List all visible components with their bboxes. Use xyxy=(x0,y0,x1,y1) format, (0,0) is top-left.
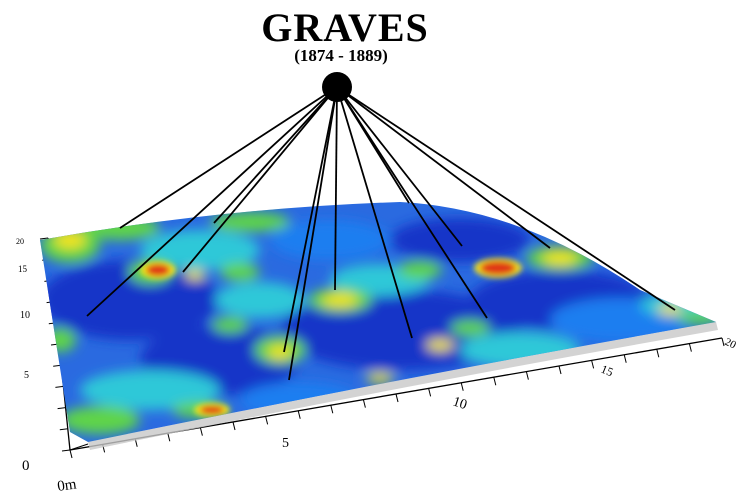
x-axis-tick xyxy=(362,399,366,408)
x-axis-tick xyxy=(69,449,73,459)
y-axis-tick xyxy=(61,449,71,452)
y-axis-tick xyxy=(59,428,68,431)
x-axis-tick xyxy=(330,405,334,414)
surface-anomaly-blob xyxy=(366,373,394,383)
x-axis-tick xyxy=(493,377,497,386)
surface-anomaly-blob xyxy=(212,317,248,333)
x-tick-label-5: 5 xyxy=(282,436,289,451)
x-axis-tick xyxy=(232,421,236,431)
surface-anomaly-blob xyxy=(658,305,682,315)
x-axis-tick xyxy=(721,337,725,347)
grave-pointer-line xyxy=(213,86,338,224)
grave-pointer-line xyxy=(334,86,338,291)
x-axis-tick xyxy=(525,371,529,380)
surface-anomaly-blob xyxy=(450,320,490,336)
anomaly-peak xyxy=(146,264,170,276)
grave-pointer-line xyxy=(119,86,338,229)
surface-anomaly-blob xyxy=(322,293,358,307)
surface-anomaly-blob xyxy=(640,293,716,317)
date-range-subtitle: (1874 - 1889) xyxy=(294,46,388,65)
pointer-hub-dot xyxy=(322,72,352,102)
y-origin-label: 0 xyxy=(22,458,30,474)
surface-anomaly-blob xyxy=(210,212,290,232)
surface-anomaly-blob xyxy=(44,328,76,352)
grave-pointer-line xyxy=(336,86,463,247)
surface-anomaly-blob xyxy=(426,339,454,351)
surface-anomaly-blob xyxy=(220,263,260,281)
x-axis-tick xyxy=(591,360,595,369)
x-axis-ticks xyxy=(69,337,725,459)
x-axis-tick xyxy=(688,343,692,352)
surface-anomaly-blob xyxy=(390,218,530,262)
grave-pointer-line xyxy=(336,86,410,204)
surface-anomaly-blob xyxy=(60,406,140,434)
surface-anomaly-blob xyxy=(54,231,86,249)
diagram-title: GRAVES xyxy=(261,5,429,50)
grave-pointer-line xyxy=(336,86,488,319)
y-axis-tick xyxy=(57,407,66,410)
x-axis-tick xyxy=(460,382,464,391)
grave-pointer-lines xyxy=(86,86,676,381)
surface-anomaly-blob xyxy=(80,370,220,410)
anomaly-peak xyxy=(480,261,516,275)
surface-anomaly-blob xyxy=(542,251,578,265)
y-axis-tick xyxy=(55,385,64,388)
x-axis-tick xyxy=(428,388,432,397)
x-axis-tick xyxy=(623,354,627,363)
x-axis-tick xyxy=(199,427,203,436)
x-axis-tick xyxy=(395,393,399,403)
x-tick-label-20: 20 xyxy=(723,336,739,352)
grave-pointer-line xyxy=(283,86,338,353)
x-axis-tick xyxy=(167,433,171,442)
surface-anomaly-blob xyxy=(215,282,305,318)
y-axis-tick xyxy=(39,237,49,240)
x-origin-label: 0m xyxy=(56,476,78,493)
y-tick-label-20: 20 xyxy=(16,237,24,246)
x-axis-tick xyxy=(297,410,301,419)
surface-anomaly-blob xyxy=(398,261,442,279)
y-tick-label-10: 10 xyxy=(20,310,30,321)
grave-pointer-line xyxy=(336,86,551,249)
x-tick-label-15: 15 xyxy=(599,362,615,379)
surface-anomaly-blob xyxy=(270,220,390,260)
surface-anomaly-blob xyxy=(40,260,220,340)
surface-anomaly-blob xyxy=(268,345,292,359)
x-axis-tick xyxy=(265,416,269,425)
y-tick-label-5: 5 xyxy=(24,370,29,381)
depth-edge-line xyxy=(69,443,89,451)
anomaly-peak xyxy=(200,406,224,414)
x-axis-tick xyxy=(656,349,660,358)
grave-pointer-line xyxy=(288,86,338,381)
x-axis-tick xyxy=(558,365,562,375)
grave-pointer-line xyxy=(182,86,338,273)
y-tick-label-15: 15 xyxy=(18,264,28,274)
surface-side-edge xyxy=(88,322,718,450)
grave-pointer-line xyxy=(336,86,676,311)
grave-pointer-line xyxy=(336,86,413,339)
x-tick-label-10: 10 xyxy=(451,395,469,414)
surface-anomaly-blob xyxy=(185,270,205,280)
grave-pointer-line xyxy=(86,86,338,317)
